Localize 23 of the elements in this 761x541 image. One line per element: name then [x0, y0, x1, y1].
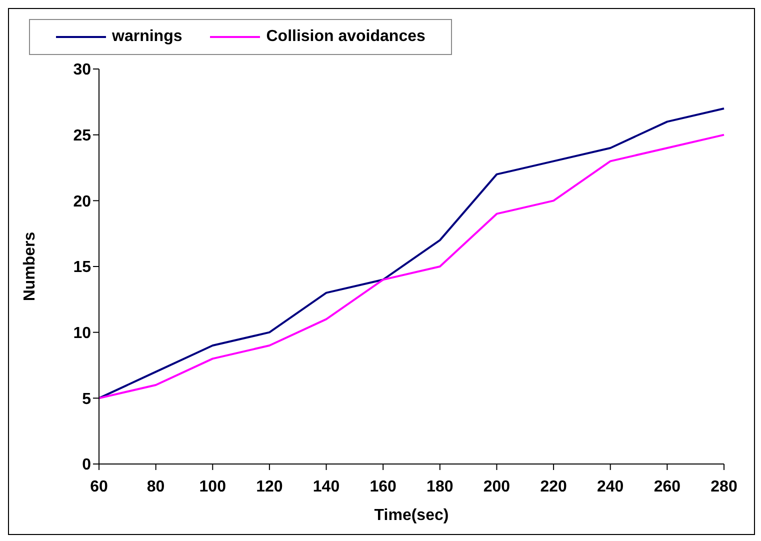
- y-tick-label: 20: [73, 193, 92, 210]
- x-tick-label: 200: [483, 478, 510, 496]
- y-tick-label: 25: [73, 128, 92, 145]
- y-axis-title: Numbers: [22, 232, 39, 302]
- x-tick-label: 120: [256, 478, 283, 496]
- legend-label: warnings: [112, 28, 182, 46]
- x-tick-label: 80: [146, 478, 165, 496]
- y-tick-label: 5: [82, 390, 92, 408]
- legend-label: Collision avoidances: [266, 28, 426, 46]
- x-tick-label: 180: [426, 478, 454, 496]
- y-tick-label: 10: [73, 325, 92, 342]
- x-tick-label: 140: [312, 478, 340, 496]
- x-tick-label: 160: [370, 478, 397, 496]
- x-tick-label: 100: [199, 478, 226, 496]
- x-tick-label: 260: [654, 478, 681, 496]
- x-tick-label: 240: [597, 478, 624, 496]
- y-tick-label: 30: [73, 62, 92, 79]
- x-tick-label: 60: [90, 478, 108, 496]
- x-tick-label: 280: [710, 478, 738, 496]
- x-tick-label: 220: [540, 478, 567, 496]
- y-tick-label: 0: [82, 456, 92, 474]
- y-tick-label: 15: [73, 259, 92, 276]
- x-axis-title: Time(sec): [374, 507, 449, 524]
